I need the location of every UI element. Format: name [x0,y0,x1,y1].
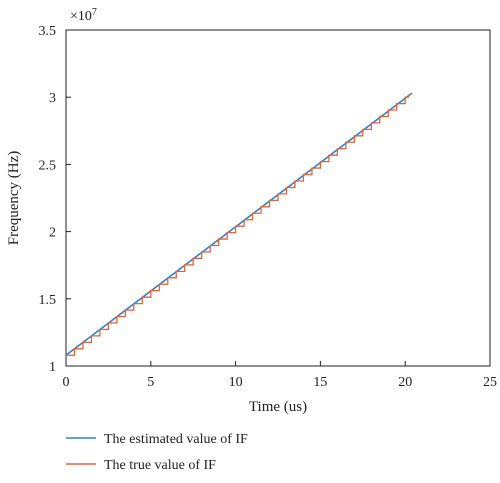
x-axis-label: Time (us) [249,399,307,415]
legend-label-true: The true value of IF [104,458,216,473]
x-tick-label: 5 [147,375,154,390]
x-tick-label: 25 [483,375,497,390]
x-tick-label: 20 [398,375,412,390]
y-tick-label: 2 [49,226,56,241]
y-tick-label: 3.5 [39,24,57,39]
y-tick-label: 2.5 [39,158,57,173]
x-tick-label: 10 [229,375,243,390]
plot-area [65,29,491,367]
y-tick-label: 3 [49,91,56,106]
series-line-true [66,94,410,356]
y-axis-multiplier-base: ×10 [70,9,92,24]
y-tick-label: 1 [49,360,56,375]
legend: The estimated value of IF The true value… [66,432,248,473]
axis-ticks [65,29,491,367]
y-axis-multiplier-exponent: 7 [92,7,97,18]
y-axis-label: Frequency (Hz) [6,151,22,246]
axis-tick-labels: 0 5 10 15 20 25 1 1.5 2 2.5 3 3.5 [39,24,498,390]
x-tick-label: 15 [313,375,327,390]
series-layer [65,92,413,356]
x-tick-label: 0 [63,375,70,390]
y-axis-multiplier: ×107 [70,7,97,25]
legend-label-estimated: The estimated value of IF [104,432,248,447]
y-tick-label: 1.5 [39,293,57,308]
